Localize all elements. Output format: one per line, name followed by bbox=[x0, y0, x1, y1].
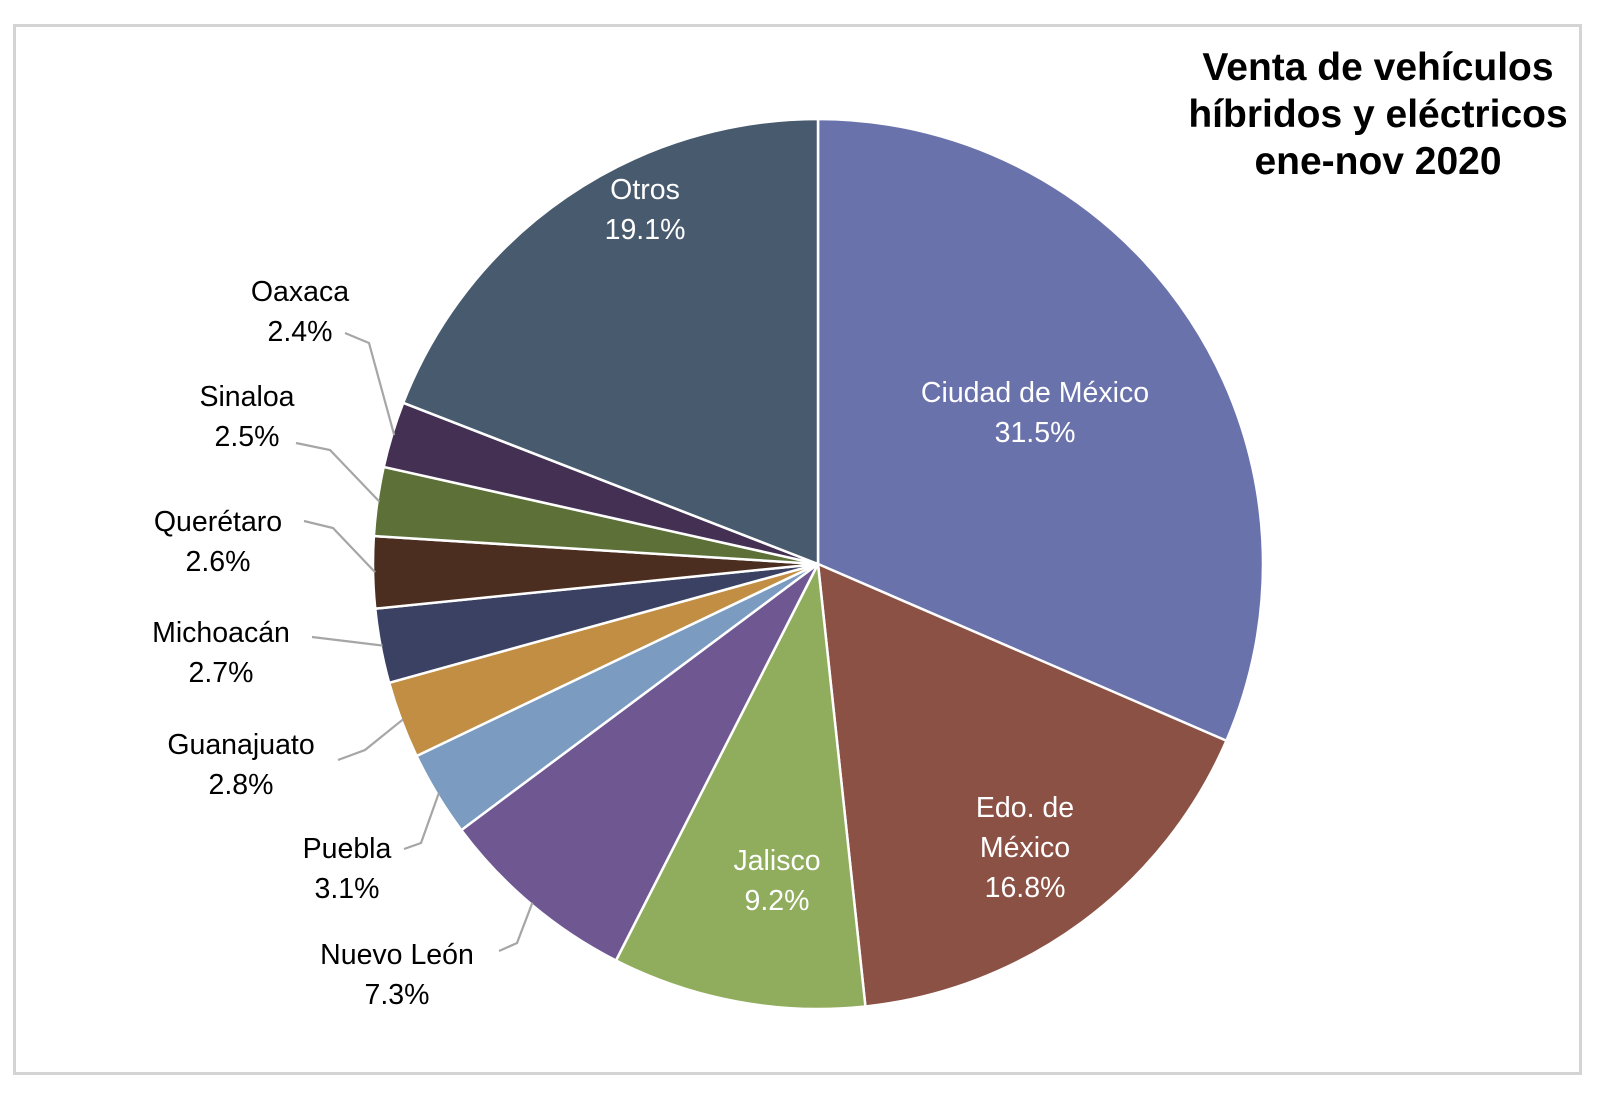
leader-lines bbox=[295, 331, 534, 953]
chart-title-line-1: Venta de vehículos bbox=[1202, 46, 1554, 89]
slice-label-nuevo-leon-line-2: 7.3% bbox=[365, 979, 430, 1011]
leader-line-oaxaca bbox=[344, 331, 396, 436]
slice-label-edo-de-mexico-line-2: México bbox=[980, 832, 1070, 864]
slice-label-michoacan-line-2: 2.7% bbox=[189, 657, 254, 689]
slice-label-queretaro-line-1: Querétaro bbox=[154, 506, 282, 538]
chart-title-line-2: híbridos y eléctricos bbox=[1188, 93, 1568, 136]
chart-title-line-3: ene-nov 2020 bbox=[1254, 140, 1502, 183]
slice-label-ciudad-de-mexico-line-1: Ciudad de México bbox=[921, 377, 1149, 409]
slice-label-sinaloa-line-2: 2.5% bbox=[215, 421, 280, 453]
slice-label-guanajuato-line-1: Guanajuato bbox=[167, 729, 314, 761]
pie-slice-ciudad-de-mexico[interactable] bbox=[816, 117, 1265, 742]
slice-label-oaxaca-line-1: Oaxaca bbox=[251, 276, 349, 308]
leader-line-michoacan bbox=[311, 635, 383, 647]
leader-line-nuevo-leon bbox=[498, 902, 534, 953]
pie-slices bbox=[371, 117, 1265, 1011]
pie-slice-edo-de-mexico[interactable] bbox=[816, 562, 1228, 1008]
slice-label-ciudad-de-mexico-line-2: 31.5% bbox=[995, 417, 1076, 449]
slice-label-sinaloa-line-1: Sinaloa bbox=[199, 381, 294, 413]
slice-label-nuevo-leon-line-1: Nuevo León bbox=[320, 939, 474, 971]
slice-label-queretaro-line-2: 2.6% bbox=[186, 546, 251, 578]
slice-label-puebla-line-1: Puebla bbox=[303, 833, 392, 865]
slice-label-guanajuato-line-2: 2.8% bbox=[209, 769, 274, 801]
slice-label-oaxaca-line-2: 2.4% bbox=[268, 316, 333, 348]
leader-line-queretaro bbox=[303, 519, 376, 574]
slice-label-otros-line-2: 19.1% bbox=[605, 214, 686, 246]
pie-slice-otros[interactable] bbox=[401, 117, 820, 566]
chart-title: Venta de vehículos híbridos y eléctricos… bbox=[1168, 44, 1588, 185]
pie-slice-jalisco[interactable] bbox=[614, 562, 867, 1011]
slice-label-jalisco-line-1: Jalisco bbox=[733, 845, 820, 877]
slice-label-edo-de-mexico-line-3: 16.8% bbox=[985, 872, 1066, 904]
slice-labels: Ciudad de México 31.5% Edo. de México 16.8% J… bbox=[152, 174, 1149, 1011]
leader-line-sinaloa bbox=[295, 441, 381, 503]
leader-line-guanajuato bbox=[337, 718, 404, 762]
slice-label-puebla-line-2: 3.1% bbox=[315, 873, 380, 905]
leader-line-puebla bbox=[403, 792, 440, 851]
slice-label-otros-line-1: Otros bbox=[610, 174, 680, 206]
slice-label-jalisco-line-2: 9.2% bbox=[745, 885, 810, 917]
slice-label-michoacan-line-1: Michoacán bbox=[152, 617, 290, 649]
slice-label-edo-de-mexico-line-1: Edo. de bbox=[976, 792, 1074, 824]
